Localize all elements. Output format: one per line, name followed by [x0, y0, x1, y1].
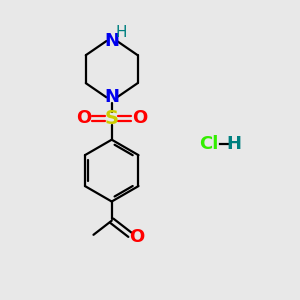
Text: S: S: [105, 109, 119, 128]
Text: N: N: [104, 32, 119, 50]
Text: O: O: [129, 228, 144, 246]
Text: H: H: [116, 25, 127, 40]
Text: H: H: [226, 135, 242, 153]
Text: N: N: [104, 88, 119, 106]
Text: O: O: [76, 110, 91, 128]
Text: Cl: Cl: [199, 135, 219, 153]
Text: O: O: [132, 110, 148, 128]
